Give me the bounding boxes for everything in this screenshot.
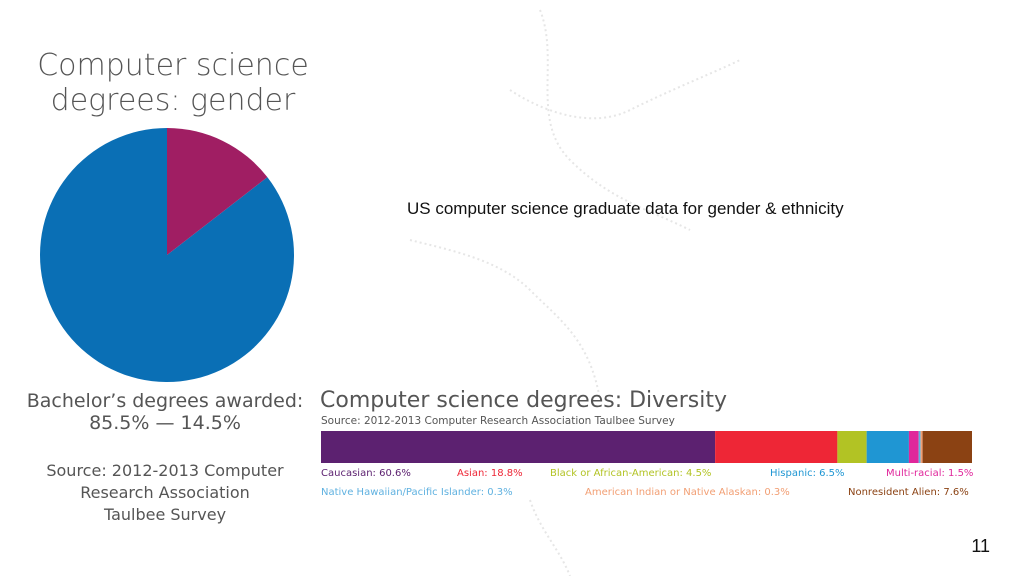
caption-line-1: Bachelor’s degrees awarded: xyxy=(26,390,304,412)
pie-slice-1 xyxy=(167,128,268,255)
bar-segment-caucasian xyxy=(321,431,716,463)
caption-line-2: 85.5% — 14.5% xyxy=(89,412,241,434)
legend-black: Black or African-American: 4.5% xyxy=(550,468,712,479)
bar-segment-black xyxy=(837,431,867,463)
diversity-chart-title: Computer science degrees: Diversity xyxy=(320,388,727,413)
bar-segment-asian xyxy=(715,431,838,463)
legend-nonresident: Nonresident Alien: 7.6% xyxy=(848,487,969,498)
source-line-1: Source: 2012-2013 Computer xyxy=(46,461,284,480)
legend-row-2: Native Hawaiian/Pacific Islander: 0.3% A… xyxy=(321,487,972,501)
gender-chart-title-line1: Computer science xyxy=(37,48,309,83)
gender-chart-title: Computer science degrees: gender xyxy=(28,48,318,118)
diversity-chart-source: Source: 2012-2013 Computer Research Asso… xyxy=(321,415,675,427)
source-line-2: Research Association xyxy=(80,483,250,502)
gender-chart-title-line2: degrees: gender xyxy=(50,83,296,118)
legend-caucasian: Caucasian: 60.6% xyxy=(321,468,411,479)
bar-segment-hispanic xyxy=(866,431,909,463)
diversity-stacked-bar xyxy=(321,431,972,463)
bar-segment-native-american xyxy=(920,431,923,463)
legend-hawaiian: Native Hawaiian/Pacific Islander: 0.3% xyxy=(321,487,513,498)
source-line-3: Taulbee Survey xyxy=(103,505,227,524)
page-number: 11 xyxy=(971,536,990,556)
legend-row-1: Caucasian: 60.6% Asian: 18.8% Black or A… xyxy=(321,468,974,482)
slide-subtitle: US computer science graduate data for ge… xyxy=(407,199,844,218)
legend-multiracial: Multi-racial: 1.5% xyxy=(886,468,974,479)
gender-chart-caption: Bachelor’s degrees awarded: 85.5% — 14.5… xyxy=(20,390,310,434)
gender-chart-source: Source: 2012-2013 Computer Research Asso… xyxy=(20,460,310,526)
legend-asian: Asian: 18.8% xyxy=(457,468,523,479)
bar-segment-nonresident xyxy=(922,431,972,463)
bar-segment-hawaiian xyxy=(918,431,921,463)
legend-hispanic: Hispanic: 6.5% xyxy=(770,468,845,479)
legend-native-american: American Indian or Native Alaskan: 0.3% xyxy=(585,487,790,498)
bar-segment-multiracial xyxy=(908,431,919,463)
background-decoration xyxy=(409,9,741,576)
gender-pie-chart xyxy=(39,128,294,382)
